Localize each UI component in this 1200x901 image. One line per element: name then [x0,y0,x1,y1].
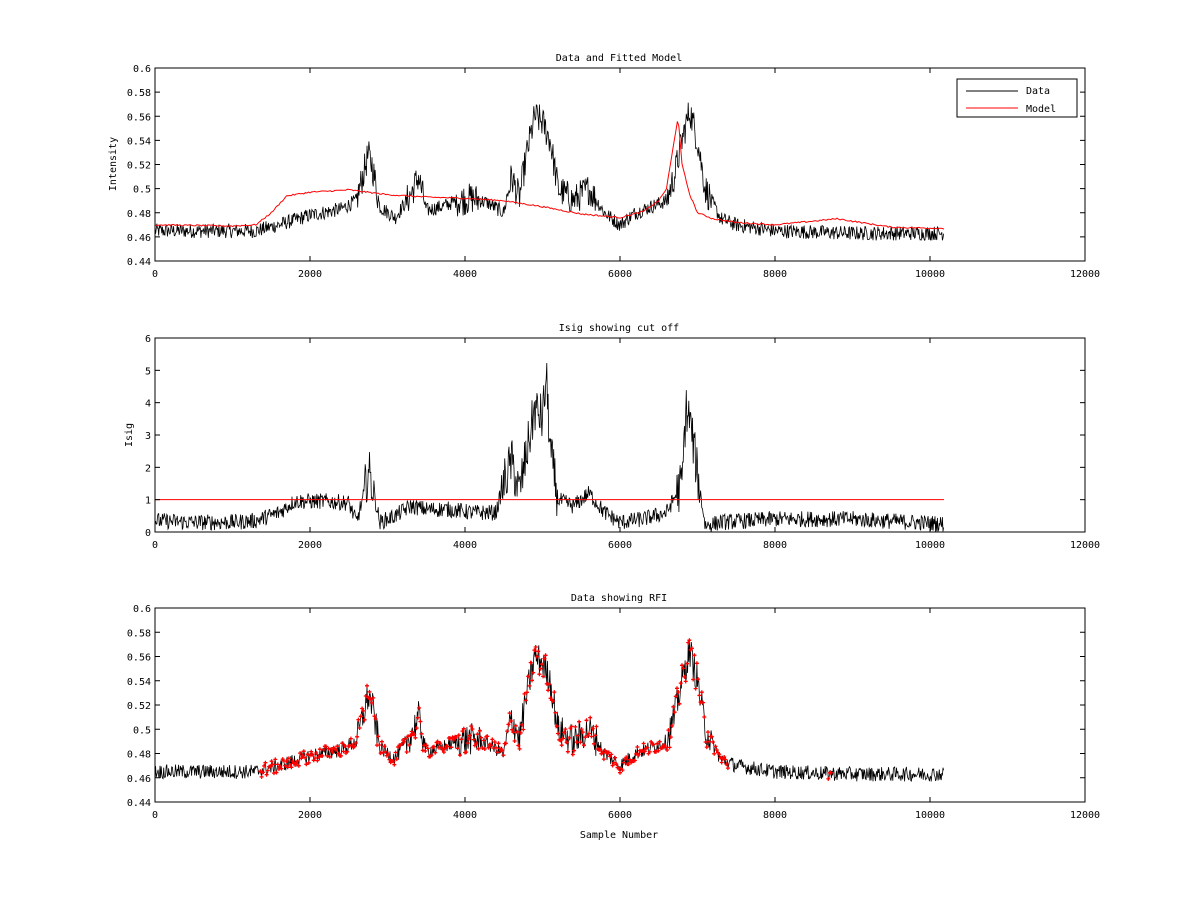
y-tick-label: 0 [145,528,151,539]
plot-area [154,638,944,782]
y-tick-label: 0.44 [127,257,151,268]
x-tick-label: 2000 [298,810,322,821]
x-tick-label: 10000 [915,810,945,821]
y-tick-label: 0.58 [127,628,151,639]
x-tick-label: 6000 [608,540,632,551]
y-tick-label: 1 [145,496,151,507]
axis-ticks: 0 2000 4000 6000 8000 10000 12000 0 1 2 3 4 5 6 [145,334,1100,551]
x-tick-label: 12000 [1070,269,1100,280]
y-tick-label: 0.52 [127,161,151,172]
y-tick-label: 2 [145,463,151,474]
y-tick-label: 0.5 [133,725,151,736]
x-tick-label: 4000 [453,269,477,280]
x-tick-label: 0 [152,540,158,551]
plot-area [154,362,944,533]
axes-frame [154,67,1086,262]
panel-data-and-fitted-model: Data and Fitted Model Intensity 0 2000 400… [108,53,1100,280]
axis-ticks: 0 2000 4000 6000 8000 10000 12000 0.44 0.46 0.48 0… [127,604,1100,821]
x-tick-label: 10000 [915,540,945,551]
series-line-data [154,102,944,241]
series-line-signal [154,362,944,533]
chart-title: Isig showing cut off [559,323,679,334]
series-markers-rfi [258,638,833,781]
x-tick-label: 0 [152,810,158,821]
series-line-model [154,121,945,230]
axis-ticks: 0 2000 4000 6000 8000 10000 12000 0.44 0.46 0.48 0… [127,64,1100,280]
y-tick-label: 0.44 [127,798,151,809]
x-tick-label: 0 [152,269,158,280]
y-tick-label: 3 [145,431,151,442]
x-tick-label: 4000 [453,810,477,821]
legend-box [956,78,1078,118]
y-tick-label: 0.54 [127,136,151,147]
legend-label-model: Model [1026,104,1056,115]
chart-title: Data showing RFI [571,593,667,604]
panel-isig-showing-cut-off: Isig showing cut off Isig 0 2000 4000 6000 8… [124,323,1100,551]
panel-data-showing-rfi: Data showing RFI Sample Number 0 2000 4000… [127,593,1100,841]
x-tick-label: 8000 [763,269,787,280]
y-tick-label: 0.54 [127,677,151,688]
y-tick-label: 0.48 [127,209,151,220]
x-tick-label: 2000 [298,269,322,280]
x-tick-label: 12000 [1070,540,1100,551]
legend-label-data: Data [1026,86,1050,97]
series-line-signal [154,640,944,782]
x-tick-label: 8000 [763,540,787,551]
axes-frame [154,607,1086,803]
x-axis-label: Sample Number [580,830,658,841]
x-tick-label: 12000 [1070,810,1100,821]
y-tick-label: 0.46 [127,233,151,244]
chart-title: Data and Fitted Model [556,53,682,64]
x-tick-label: 6000 [608,269,632,280]
y-tick-label: 5 [145,366,151,377]
x-tick-label: 2000 [298,540,322,551]
plot-area [154,102,945,241]
y-tick-label: 0.58 [127,88,151,99]
y-tick-label: 0.6 [133,604,151,615]
x-tick-label: 8000 [763,810,787,821]
y-tick-label: 0.6 [133,64,151,75]
axes-frame [154,337,1086,533]
y-axis-label: Isig [124,423,135,447]
x-tick-label: 10000 [915,269,945,280]
y-tick-label: 0.56 [127,653,151,664]
legend: Data Model [956,78,1078,118]
y-tick-label: 0.46 [127,774,151,785]
y-tick-label: 0.5 [133,185,151,196]
y-axis-label: Intensity [108,137,119,191]
y-tick-label: 6 [145,334,151,345]
y-tick-label: 0.48 [127,750,151,761]
x-tick-label: 6000 [608,810,632,821]
y-tick-label: 4 [145,399,151,410]
y-tick-label: 0.52 [127,701,151,712]
y-tick-label: 0.56 [127,112,151,123]
x-tick-label: 4000 [453,540,477,551]
